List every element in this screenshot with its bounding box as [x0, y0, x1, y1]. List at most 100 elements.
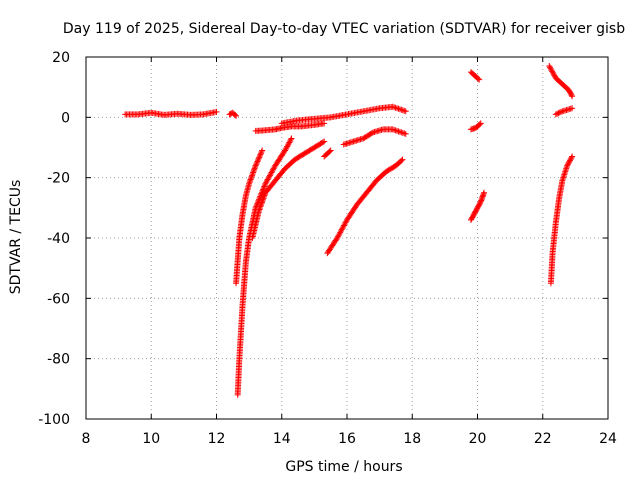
data-point [566, 158, 573, 165]
data-points [122, 63, 576, 398]
data-point [398, 106, 405, 113]
data-point [398, 157, 405, 164]
data-point [254, 158, 261, 165]
data-point [258, 190, 265, 197]
series-arc-8 [321, 147, 334, 160]
data-point [261, 183, 268, 190]
data-point [395, 105, 402, 112]
data-point [288, 135, 295, 142]
data-point [319, 139, 326, 146]
data-point [287, 138, 294, 145]
series-arc-12 [467, 120, 484, 133]
y-tick-label: 0 [61, 110, 70, 126]
y-tick-label: -40 [47, 231, 70, 247]
data-point [284, 143, 291, 150]
data-point [401, 130, 408, 137]
data-point [477, 120, 484, 127]
data-point [284, 142, 291, 149]
data-point [326, 148, 333, 155]
data-point [389, 126, 396, 133]
data-point [260, 186, 267, 193]
data-point [548, 67, 555, 74]
series-arc-14 [546, 63, 576, 100]
series-arc-6 [252, 120, 328, 134]
data-point [321, 120, 328, 127]
x-tick-label: 22 [534, 431, 552, 447]
grid [86, 57, 608, 419]
data-point [260, 193, 267, 200]
data-point [257, 203, 264, 210]
data-point [321, 138, 328, 145]
data-point [247, 176, 254, 183]
data-point [546, 63, 553, 70]
data-point [255, 207, 262, 214]
data-point [282, 146, 289, 153]
data-point [257, 150, 264, 157]
data-point [248, 173, 255, 180]
data-point [257, 151, 264, 158]
data-point [250, 168, 257, 175]
series-arc-2 [226, 109, 240, 119]
data-point [368, 130, 375, 137]
data-point [554, 110, 561, 117]
data-point [261, 192, 268, 199]
data-point [552, 111, 559, 118]
data-point [402, 130, 409, 137]
data-point [258, 200, 265, 207]
series-arc-15 [552, 105, 576, 118]
data-point [476, 76, 483, 83]
data-point [389, 103, 396, 110]
series-arc-16 [547, 153, 576, 287]
series-arc-7 [278, 103, 409, 127]
data-point [550, 71, 557, 78]
data-point [558, 108, 565, 115]
data-point [251, 166, 258, 173]
data-point [255, 157, 262, 164]
data-point [392, 104, 399, 111]
data-point [259, 147, 266, 154]
y-tick-label: -80 [47, 352, 70, 368]
series-arc-3 [233, 147, 266, 287]
series-arc-13 [467, 189, 488, 223]
series-arc-4 [234, 135, 295, 398]
data-point [476, 121, 483, 128]
data-point [564, 162, 571, 169]
data-point [285, 140, 292, 147]
data-point [475, 75, 482, 82]
data-point [252, 163, 259, 170]
data-point [260, 195, 267, 202]
data-point [396, 106, 403, 113]
data-point [396, 128, 403, 135]
data-point [401, 107, 408, 114]
data-point [567, 157, 574, 164]
data-point [394, 127, 401, 134]
data-point [256, 205, 263, 212]
data-point [402, 108, 409, 115]
data-point [249, 172, 256, 179]
x-tick-label: 18 [403, 431, 421, 447]
data-point [551, 72, 558, 79]
data-point [257, 202, 264, 209]
x-tick-label: 8 [82, 431, 91, 447]
data-point [564, 161, 571, 168]
chart-title: Day 119 of 2025, Sidereal Day-to-day VTE… [63, 21, 625, 37]
data-point [399, 156, 406, 163]
data-point [398, 129, 405, 136]
data-point [569, 153, 576, 160]
data-point [392, 127, 399, 134]
series-arc-10 [340, 126, 409, 148]
x-tick-label: 14 [273, 431, 291, 447]
data-point [252, 162, 259, 169]
data-point [213, 108, 220, 115]
data-point [253, 161, 260, 168]
data-point [250, 169, 257, 176]
plot-border [85, 56, 609, 420]
x-axis-label: GPS time / hours [285, 459, 402, 475]
data-point [569, 105, 576, 112]
data-point [249, 170, 256, 177]
data-point [399, 107, 406, 114]
data-point [568, 154, 575, 161]
data-point [555, 110, 562, 117]
data-point [569, 93, 576, 100]
